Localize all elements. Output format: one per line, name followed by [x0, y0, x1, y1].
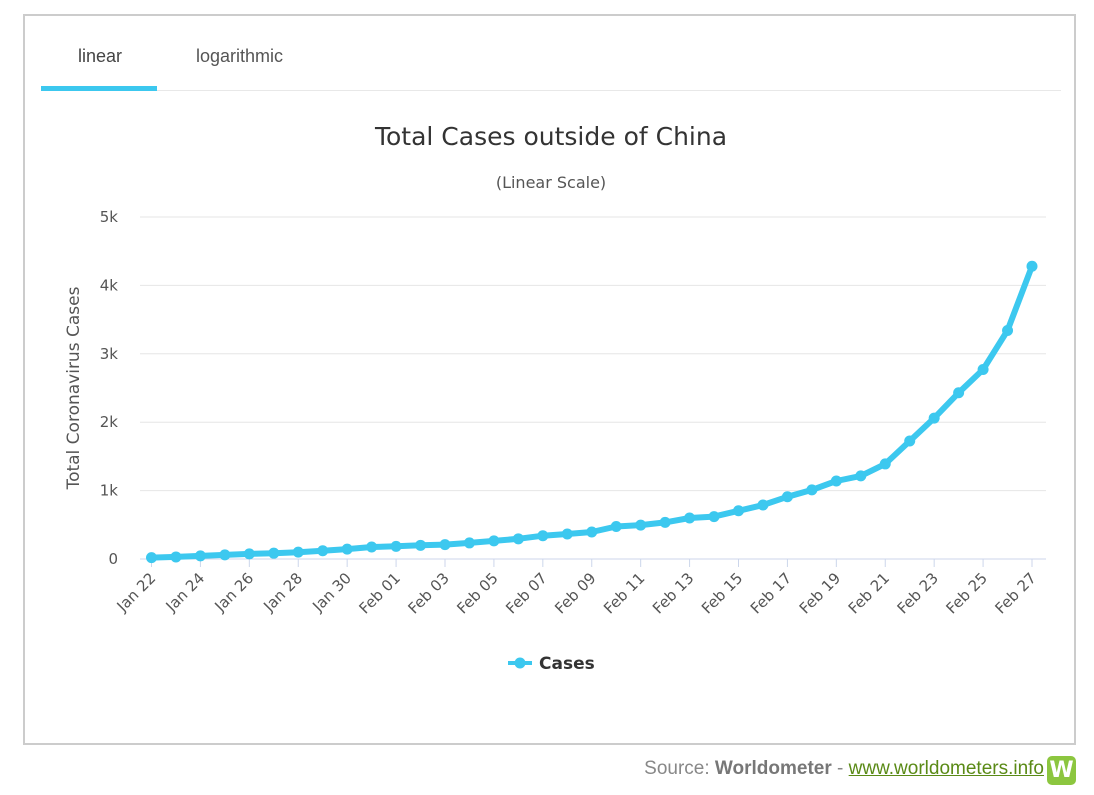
data-point[interactable] [977, 364, 989, 376]
x-tick-label: Feb 09 [551, 569, 599, 617]
data-point[interactable] [586, 526, 598, 538]
data-point[interactable] [635, 519, 647, 531]
data-point[interactable] [733, 505, 744, 517]
legend-marker [514, 657, 526, 669]
legend[interactable]: Cases [508, 654, 595, 674]
data-point[interactable] [879, 458, 891, 470]
data-point[interactable] [268, 547, 280, 559]
chart-subtitle: (Linear Scale) [496, 173, 606, 192]
data-point[interactable] [1002, 325, 1014, 337]
x-tick-label: Jan 26 [211, 569, 258, 616]
data-point[interactable] [512, 533, 524, 545]
data-point[interactable] [708, 511, 720, 523]
data-point[interactable] [366, 541, 378, 553]
x-tick-label: Feb 23 [894, 569, 942, 617]
data-point[interactable] [610, 521, 622, 533]
chart-container: linear logarithmic [23, 14, 1076, 745]
x-tick-label: Feb 13 [649, 569, 697, 617]
source-link[interactable]: www.worldometers.info [848, 758, 1044, 779]
chart-title: Total Cases outside of China [374, 122, 727, 151]
y-tick-label: 3k [100, 345, 119, 363]
y-tick-label: 5k [100, 208, 119, 226]
data-point[interactable] [953, 387, 965, 399]
data-point[interactable] [904, 435, 916, 447]
x-tick-label: Jan 22 [113, 569, 160, 616]
data-point[interactable] [806, 484, 818, 496]
x-tick-label: Feb 03 [404, 569, 452, 617]
y-tick-label: 4k [100, 276, 119, 294]
data-point[interactable] [341, 543, 353, 555]
x-tick-label: Feb 19 [796, 569, 844, 617]
y-tick-label: 2k [100, 413, 119, 431]
y-tick-label: 0 [108, 550, 118, 568]
x-tick-label: Feb 21 [845, 569, 893, 617]
data-point[interactable] [928, 412, 940, 424]
x-tick-label: Feb 27 [991, 569, 1039, 617]
series-line-cases [148, 263, 1035, 561]
x-tick-label: Feb 11 [600, 569, 648, 617]
data-point[interactable] [243, 548, 255, 560]
y-tick-label: 1k [100, 482, 119, 500]
data-point[interactable] [146, 552, 157, 564]
data-point[interactable] [292, 546, 304, 558]
x-tick-label: Feb 25 [943, 569, 991, 617]
data-point[interactable] [194, 550, 206, 562]
data-point[interactable] [317, 545, 329, 557]
data-point[interactable] [659, 516, 671, 528]
x-tick-label: Jan 30 [308, 569, 355, 616]
source-credit: Source: Worldometer - www.worldometers.i… [644, 758, 1044, 780]
data-point[interactable] [390, 540, 402, 552]
data-point[interactable] [219, 549, 231, 561]
data-point[interactable] [561, 528, 573, 540]
tab-linear[interactable]: linear [78, 46, 123, 66]
data-point[interactable] [855, 470, 867, 482]
data-point[interactable] [463, 537, 475, 549]
source-separator: - [837, 758, 844, 779]
x-tick-label: Feb 05 [453, 569, 501, 617]
x-tick-label: Feb 17 [747, 569, 795, 617]
x-tick-label: Feb 07 [502, 569, 550, 617]
source-name: Worldometer [714, 758, 832, 779]
data-point[interactable] [757, 499, 769, 511]
source-prefix: Source: [644, 758, 710, 779]
x-tick-label: Jan 24 [162, 569, 209, 616]
data-point[interactable] [415, 539, 427, 551]
y-axis-label: Total Coronavirus Cases [64, 286, 84, 490]
data-point[interactable] [170, 551, 182, 563]
data-point[interactable] [1026, 260, 1038, 272]
active-tab-indicator [41, 86, 157, 91]
x-tick-label: Feb 15 [698, 569, 746, 617]
legend-label-cases[interactable]: Cases [539, 654, 595, 674]
scale-tabs: linear logarithmic [41, 16, 1061, 91]
data-point[interactable] [439, 539, 451, 551]
data-point[interactable] [537, 530, 549, 542]
data-point[interactable] [488, 535, 500, 547]
tab-logarithmic[interactable]: logarithmic [196, 46, 284, 66]
worldometer-logo-icon[interactable]: W [1047, 756, 1076, 785]
data-point[interactable] [781, 491, 793, 503]
data-point[interactable] [684, 512, 696, 524]
data-point[interactable] [830, 475, 842, 487]
x-tick-label: Feb 01 [356, 569, 404, 617]
x-tick-label: Jan 28 [259, 569, 306, 616]
